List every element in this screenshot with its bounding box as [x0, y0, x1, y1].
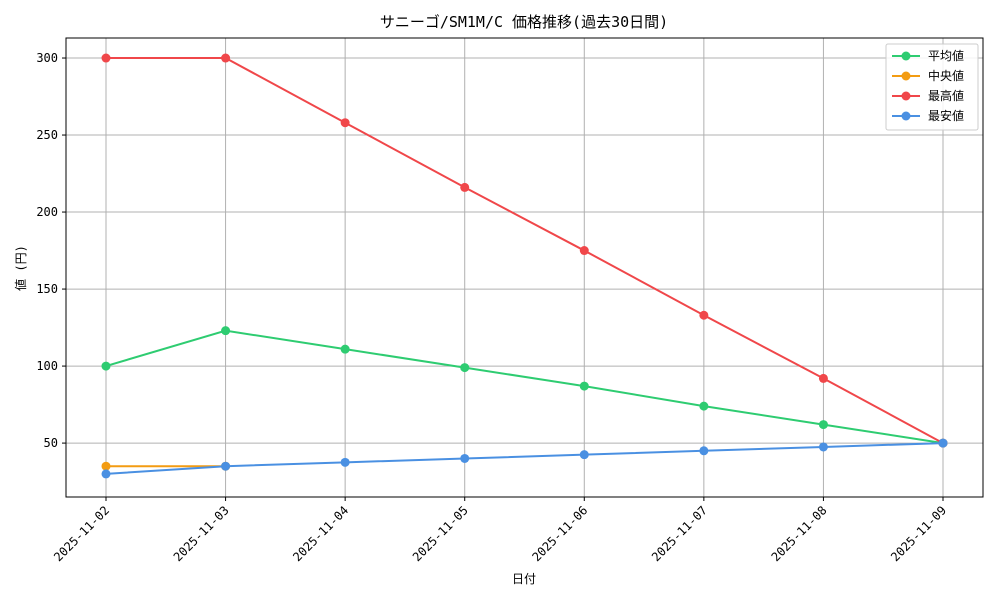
- series-line: [105, 442, 944, 475]
- x-axis-label: 日付: [512, 572, 536, 586]
- data-point: [460, 182, 470, 192]
- axis-ticks: 2025-11-02 2025-11-03 2025-11-04 2025-11-05…: [36, 51, 949, 564]
- series-4: [101, 438, 948, 479]
- data-point: [818, 373, 828, 383]
- data-point: [340, 344, 350, 354]
- data-point: [340, 457, 350, 467]
- plot-frame: [65, 37, 984, 498]
- data-point: [221, 461, 231, 471]
- x-tick-label: 2025-11-09: [888, 503, 949, 564]
- legend-item: 最高値: [892, 88, 964, 103]
- data-point: [699, 446, 709, 456]
- x-tick-label: 2025-11-06: [529, 503, 590, 564]
- x-tick-label: 2025-11-02: [51, 503, 112, 564]
- legend-swatch-marker: [901, 111, 911, 121]
- x-tick-label: 2025-11-03: [171, 503, 232, 564]
- y-axis-label: 値 (円): [13, 245, 28, 291]
- data-point: [699, 401, 709, 411]
- legend-item: 中央値: [892, 68, 964, 83]
- series-layer: [101, 53, 948, 479]
- y-tick-label: 100: [36, 359, 58, 373]
- data-point: [699, 310, 709, 320]
- legend-swatch-marker: [901, 51, 911, 61]
- series-1: [101, 326, 948, 448]
- y-tick-label: 150: [36, 282, 58, 296]
- legend-label: 中央値: [928, 68, 964, 83]
- data-point: [818, 420, 828, 430]
- chart-title: サニーゴ/SM1M/C 価格推移(過去30日間): [380, 13, 668, 31]
- data-point: [938, 438, 948, 448]
- y-tick-label: 250: [36, 128, 58, 142]
- legend-box: [885, 43, 979, 131]
- legend-item: 平均値: [892, 48, 964, 63]
- data-point: [340, 118, 350, 128]
- grid: [66, 38, 983, 497]
- legend-label: 最安値: [928, 108, 964, 123]
- series-line: [105, 329, 944, 445]
- legend-label: 平均値: [928, 48, 964, 63]
- series-line: [106, 57, 944, 444]
- legend-swatch-marker: [901, 91, 911, 101]
- data-point: [579, 381, 589, 391]
- data-point: [101, 469, 111, 479]
- x-tick-label: 2025-11-08: [769, 503, 830, 564]
- data-point: [101, 361, 111, 371]
- y-tick-label: 300: [36, 51, 58, 65]
- data-point: [101, 461, 111, 471]
- data-point: [221, 326, 231, 336]
- data-point: [818, 442, 828, 452]
- x-tick-label: 2025-11-07: [649, 503, 710, 564]
- legend-item: 最安値: [892, 108, 964, 123]
- data-point: [221, 53, 231, 63]
- x-tick-label: 2025-11-05: [410, 503, 471, 564]
- legend-swatch-marker: [901, 71, 911, 81]
- data-point: [101, 53, 111, 63]
- y-tick-label: 200: [36, 205, 58, 219]
- x-tick-label: 2025-11-04: [290, 503, 351, 564]
- series-3: [101, 53, 948, 448]
- data-point: [579, 246, 589, 256]
- data-point: [460, 453, 470, 463]
- legend-label: 最高値: [928, 88, 964, 103]
- data-point: [579, 450, 589, 460]
- y-tick-label: 50: [44, 436, 58, 450]
- data-point: [460, 363, 470, 373]
